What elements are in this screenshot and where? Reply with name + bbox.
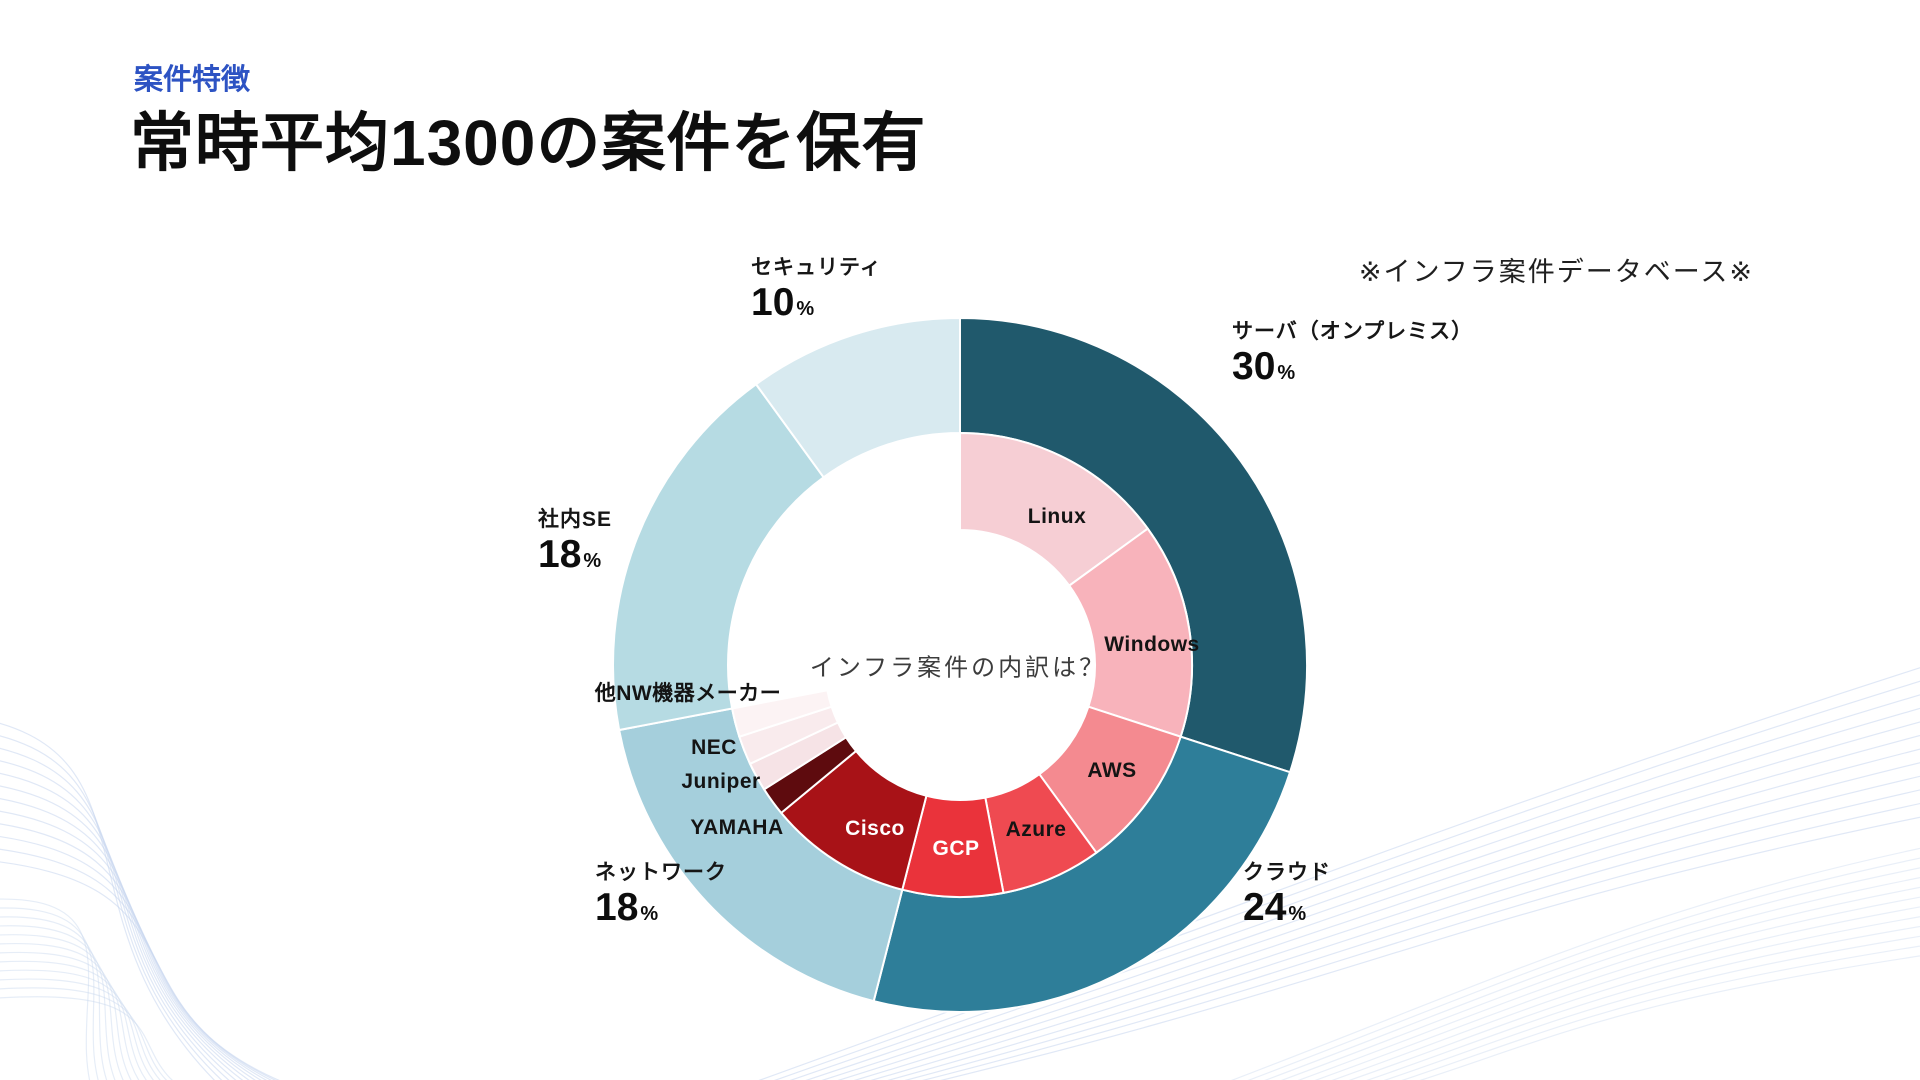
wave-line: [0, 907, 99, 1080]
callout-cloud-label: クラウド: [1243, 861, 1331, 884]
wave-line: [0, 747, 230, 1080]
wave-line: [1383, 935, 1920, 1080]
wave-line: [0, 934, 124, 1080]
callout-server: サーバ（オンプレミス） 30%: [1232, 320, 1473, 390]
wave-line: [1281, 877, 1920, 1080]
callout-network-value: 18%: [595, 886, 727, 931]
label-yamaha: YAMAHA: [690, 816, 784, 839]
wave-line: [853, 748, 1920, 1080]
callout-security-number: 10: [751, 281, 795, 325]
wave-line: [1247, 857, 1920, 1080]
label-other-nw-makers: 他NW機器メーカー: [594, 682, 782, 705]
callout-cloud: クラウド 24%: [1243, 861, 1331, 931]
callout-security-value: 10%: [751, 281, 882, 326]
callout-server-value: 30%: [1232, 345, 1473, 390]
callout-server-unit: %: [1277, 362, 1296, 385]
label-azure: Azure: [1005, 818, 1067, 841]
callout-internal-se-number: 18: [538, 533, 582, 577]
label-nec: NEC: [691, 736, 737, 759]
section-eyebrow: 案件特徴: [134, 64, 251, 96]
wave-line: [0, 996, 174, 1080]
label-windows: Windows: [1104, 633, 1200, 656]
wave-line: [0, 848, 277, 1080]
donut-center-hole: [826, 531, 1094, 799]
callout-internal-se-label: 社内SE: [538, 508, 613, 531]
wave-line: [0, 987, 168, 1080]
wave-line: [0, 960, 147, 1080]
chart-center-question: インフラ案件の内訳は？: [809, 654, 1107, 682]
donut-segment-社内SE: [612, 382, 826, 732]
label-juniper: Juniper: [681, 770, 761, 793]
wave-line: [0, 969, 155, 1080]
wave-line: [789, 694, 1920, 1080]
wave-line: [0, 916, 108, 1080]
callout-network-number: 18: [595, 886, 639, 930]
wave-line: [774, 680, 1920, 1080]
wave-line: [904, 789, 1920, 1080]
wave-line: [940, 816, 1920, 1080]
callout-internal-se-value: 18%: [538, 533, 612, 578]
label-cisco: Cisco: [845, 817, 905, 840]
callout-server-label: サーバ（オンプレミス）: [1232, 320, 1474, 343]
callout-network-unit: %: [640, 903, 659, 926]
wave-line: [922, 802, 1920, 1080]
wave-line: [0, 722, 215, 1080]
wave-line: [1401, 945, 1920, 1080]
callout-network-label: ネットワーク: [595, 861, 727, 884]
wave-line: [821, 721, 1920, 1080]
data-source-note: ※インフラ案件データベース※: [1358, 257, 1754, 287]
callout-internal-se-unit: %: [583, 550, 602, 573]
label-gcp: GCP: [932, 837, 980, 860]
wave-line: [1314, 896, 1920, 1080]
wave-line: [0, 925, 116, 1080]
page-title: 常時平均1300の案件を保有: [130, 107, 927, 179]
callout-cloud-value: 24%: [1243, 886, 1331, 931]
donut-segment-他NW機器メーカー: [730, 689, 833, 738]
callout-network: ネットワーク 18%: [595, 861, 727, 931]
wave-line: [1297, 886, 1920, 1080]
wave-line: [1264, 867, 1920, 1080]
wave-line: [1366, 925, 1920, 1080]
callout-security: セキュリティ 10%: [751, 256, 882, 326]
wave-line: [1231, 847, 1920, 1080]
wave-line: [1419, 955, 1920, 1080]
callout-security-label: セキュリティ: [751, 256, 882, 279]
label-aws: AWS: [1087, 759, 1137, 782]
callout-cloud-unit: %: [1288, 903, 1307, 926]
label-linux: Linux: [1027, 505, 1087, 528]
callout-server-number: 30: [1232, 345, 1276, 389]
wave-line: [0, 951, 140, 1080]
callout-internal-se: 社内SE 18%: [538, 508, 612, 578]
wave-line: [0, 898, 91, 1080]
wave-line: [1348, 916, 1920, 1080]
wave-line: [1331, 906, 1920, 1080]
callout-security-unit: %: [796, 298, 815, 321]
wave-line: [870, 762, 1920, 1080]
wave-line: [887, 775, 1920, 1080]
wave-line: [0, 942, 132, 1080]
wave-line: [0, 772, 244, 1080]
wave-line: [805, 707, 1920, 1080]
donut-segment-セキュリティ: [754, 316, 961, 479]
wave-line: [0, 861, 280, 1080]
callout-cloud-number: 24: [1243, 886, 1287, 930]
wave-line: [837, 734, 1920, 1080]
wave-line: [0, 978, 161, 1080]
